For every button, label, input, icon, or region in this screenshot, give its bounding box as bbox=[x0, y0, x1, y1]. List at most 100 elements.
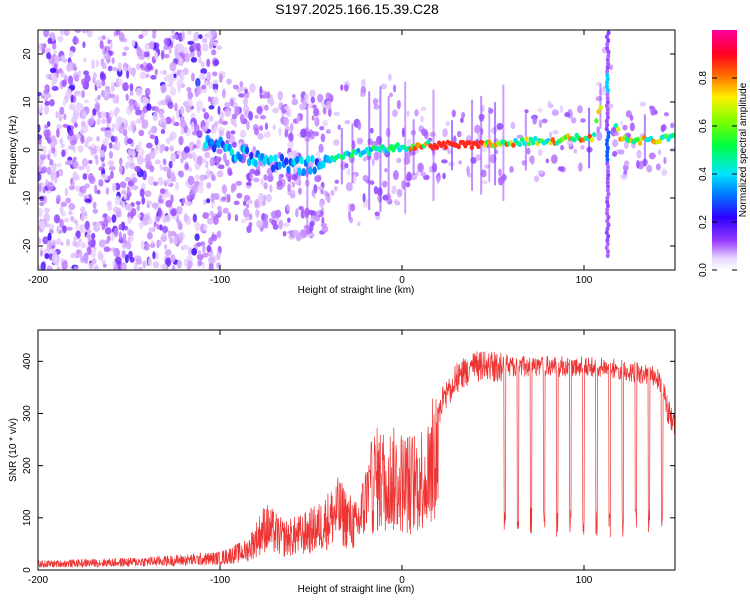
spectrogram-cell bbox=[589, 137, 595, 143]
spectrogram-cell bbox=[289, 122, 294, 133]
spectrogram-cell bbox=[605, 176, 610, 182]
spectrogram-cell bbox=[166, 192, 171, 197]
spectrogram-cell bbox=[102, 213, 108, 218]
spectrogram-cell bbox=[152, 261, 160, 269]
spectrogram-cell bbox=[469, 144, 475, 151]
spectrogram-cell bbox=[146, 62, 153, 71]
spectrogram-cell bbox=[541, 118, 548, 124]
spectrogram-cell bbox=[128, 98, 134, 106]
spectrogram-cell bbox=[605, 145, 610, 151]
spectrogram-cell bbox=[395, 142, 400, 148]
spectrogram-cell bbox=[616, 126, 621, 132]
spectrogram-cell bbox=[110, 127, 115, 132]
spectrogram-cell bbox=[171, 264, 176, 270]
spectrogram-cell bbox=[304, 93, 309, 101]
spectrogram-cell bbox=[605, 237, 610, 243]
spectrogram-cell bbox=[62, 225, 67, 234]
spectrogram-cell bbox=[178, 32, 183, 43]
spectrogram-cell bbox=[622, 124, 628, 131]
spectrogram-cell bbox=[149, 165, 155, 173]
spectrogram-cell bbox=[156, 216, 160, 223]
spectrogram-cell bbox=[135, 118, 142, 124]
spectrogram-cell bbox=[175, 109, 180, 116]
spectrogram-cell bbox=[68, 50, 74, 58]
spectrogram-cell bbox=[605, 241, 610, 247]
spectrogram-cell bbox=[182, 67, 189, 76]
spectrogram-cell bbox=[107, 205, 113, 211]
spectrogram-cell bbox=[222, 207, 229, 214]
spectrogram-cell bbox=[199, 174, 206, 182]
spectrogram-cell bbox=[388, 73, 392, 81]
spectrogram-cell bbox=[393, 84, 397, 93]
spectrogram-cell bbox=[344, 120, 351, 125]
spectrogram-cell bbox=[49, 98, 55, 107]
spectrogram-cell bbox=[155, 252, 159, 260]
snr-x-tick-label: -100 bbox=[210, 575, 230, 586]
spectrogram-cell bbox=[129, 256, 135, 263]
spectrogram-cell bbox=[211, 96, 219, 105]
spectrogram-cell bbox=[162, 166, 169, 172]
spectrogram-cell bbox=[201, 37, 208, 44]
spectrogram-cell bbox=[305, 155, 311, 164]
spectrogram-cell bbox=[253, 127, 260, 136]
spectrogram-cell bbox=[176, 219, 182, 227]
spectrogram-cell bbox=[145, 161, 151, 170]
spectrogram-cell bbox=[264, 214, 269, 221]
spectrogram-cell bbox=[187, 40, 195, 45]
spectrogram-cell bbox=[317, 93, 324, 103]
spectrogram-cell bbox=[210, 30, 216, 37]
spectrogram-cell bbox=[209, 115, 214, 122]
spectrogram-cell bbox=[203, 199, 207, 206]
spectrogram-cell bbox=[591, 131, 597, 138]
spectrogram-cell bbox=[160, 85, 166, 94]
spectrogram-cell bbox=[224, 159, 230, 167]
spectrogram-cell bbox=[552, 130, 559, 135]
spectrogram-cell bbox=[160, 70, 165, 75]
spectrogram-cell bbox=[212, 81, 219, 92]
spectrogram-cell bbox=[139, 54, 145, 60]
spectrogram-cell bbox=[307, 209, 315, 215]
spectrogram-cell bbox=[532, 116, 537, 125]
spectrogram-cell bbox=[482, 180, 488, 185]
spectrogram-cell bbox=[594, 118, 599, 124]
spectrogram-cell bbox=[242, 207, 250, 218]
spectrogram-cell bbox=[420, 171, 426, 177]
spectrogram-cell bbox=[45, 73, 49, 80]
spectrogram-cell bbox=[606, 130, 611, 136]
spectrogram-cell bbox=[229, 98, 235, 107]
spectrogram-cell bbox=[545, 158, 549, 164]
spectrogram-cell bbox=[537, 108, 543, 113]
spectrogram-cell bbox=[108, 142, 113, 149]
spectrogram-cell bbox=[42, 187, 46, 194]
spectrogram-cell bbox=[163, 45, 169, 51]
spectrogram-cell bbox=[287, 175, 292, 183]
spectrogram-cell bbox=[118, 32, 125, 42]
spectrogram-cell bbox=[176, 78, 183, 89]
spectrogram-cell bbox=[88, 159, 93, 165]
spectrogram-cell bbox=[60, 55, 66, 61]
colorbar: 0.0 0.2 0.4 0.6 0.8 Normalized spectral ampl… bbox=[698, 30, 749, 277]
spectrogram-cell bbox=[135, 258, 143, 265]
spectrogram-cell bbox=[267, 97, 271, 104]
spectrogram-cell bbox=[606, 38, 611, 44]
spectrogram-cell bbox=[184, 52, 191, 63]
spectrogram-cell bbox=[373, 151, 380, 161]
spectrogram-cell bbox=[605, 107, 610, 113]
spectrogram-cell bbox=[580, 118, 586, 123]
spectrogram-cell bbox=[72, 217, 76, 224]
spectrogram-cell bbox=[407, 138, 412, 148]
spectrogram-cell bbox=[605, 57, 610, 63]
spectrogram-cell bbox=[596, 109, 601, 115]
spectrogram-cell bbox=[136, 47, 142, 57]
spectrogram-cell bbox=[81, 78, 86, 86]
spectrogram-cell bbox=[60, 241, 64, 246]
colorbar-gradient bbox=[712, 30, 737, 270]
spectrogram-cell bbox=[606, 49, 611, 55]
spectrogram-cell bbox=[126, 186, 130, 196]
spectrogram-cell bbox=[101, 118, 107, 124]
spectrogram-cell bbox=[56, 194, 61, 204]
spectrogram-cell bbox=[308, 166, 313, 175]
spectrogram-cell bbox=[50, 171, 54, 182]
spectrogram-cell bbox=[52, 42, 56, 49]
spectrogram-cell bbox=[559, 105, 564, 113]
